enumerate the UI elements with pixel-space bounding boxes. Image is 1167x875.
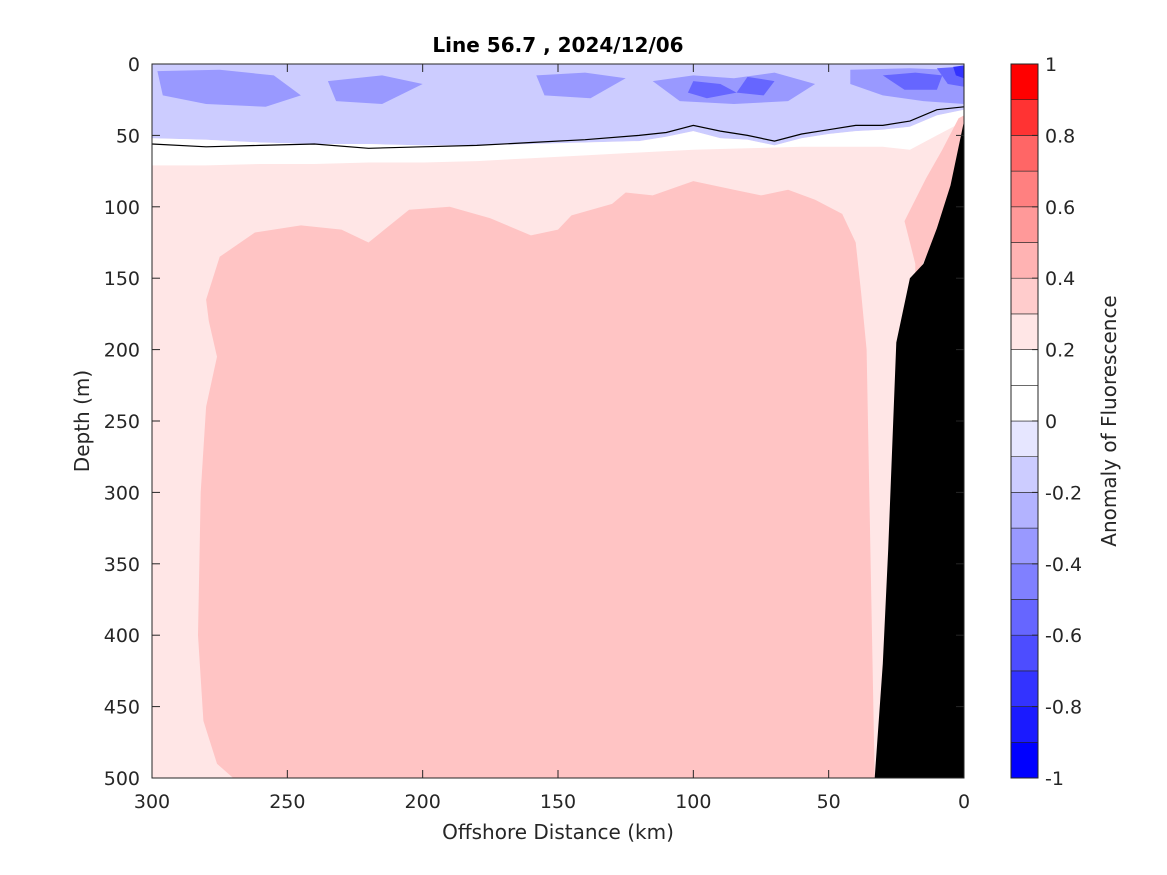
negative-patch-2 (327, 75, 423, 104)
axes: 300 250 200 150 100 50 00501001502002503003504… (104, 54, 970, 813)
colorbar-segment (1010, 206, 1039, 243)
colorbar-segment (1010, 170, 1039, 208)
x-tick-label: 300 (134, 791, 170, 813)
colorbar-segment (1010, 741, 1039, 779)
colorbar-segment (1010, 527, 1039, 565)
plot-area (152, 64, 964, 778)
colorbar-tick-label: -1 (1045, 768, 1064, 790)
colorbar-tick-label: -0.4 (1045, 554, 1082, 576)
y-tick-label: 250 (104, 411, 140, 433)
colorbar-segment (1010, 313, 1039, 350)
x-tick-label: 200 (405, 791, 441, 813)
y-tick-label: 500 (104, 768, 140, 790)
colorbar-tick-label: -0.8 (1045, 697, 1082, 719)
y-tick-label: 400 (104, 625, 140, 647)
colorbar-label: Anomaly of Fluorescence (1097, 295, 1121, 546)
negative-patch-3 (536, 72, 626, 99)
y-axis-label: Depth (m) (70, 370, 94, 472)
colorbar-tick-label: 0.4 (1045, 268, 1075, 290)
colorbar-tick-label: 0.6 (1045, 197, 1075, 219)
colorbar-segment (1010, 599, 1039, 636)
strongest-negative-patch (953, 65, 964, 79)
colorbar-segment (1010, 135, 1039, 172)
colorbar-segment (1010, 492, 1039, 529)
y-tick-label: 0 (128, 54, 140, 76)
colorbar-segment (1010, 349, 1039, 386)
colorbar-tick-label: 0.2 (1045, 340, 1075, 362)
seafloor (874, 121, 964, 778)
zero-band (152, 109, 964, 166)
y-tick-label: 50 (116, 125, 140, 147)
x-tick-label: 100 (675, 791, 711, 813)
x-tick-label: 250 (269, 791, 305, 813)
colorbar-segment (1010, 63, 1039, 101)
colorbar-segment (1010, 563, 1039, 600)
zero-contour-line (152, 106, 964, 149)
colorbar-segment (1010, 277, 1039, 315)
x-tick-label: 50 (817, 791, 841, 813)
colorbar-tick-label: 0.8 (1045, 125, 1075, 147)
colorbar-segment (1010, 242, 1039, 279)
x-tick-label: 150 (540, 791, 576, 813)
colorbar-tick-label: -0.2 (1045, 482, 1082, 504)
colorbar-segment (1010, 634, 1039, 672)
negative-patch-1 (157, 69, 301, 107)
colorbar-segment (1010, 420, 1039, 458)
x-axis-label: Offshore Distance (km) (442, 820, 674, 844)
y-tick-label: 350 (104, 554, 140, 576)
y-tick-label: 100 (104, 197, 140, 219)
chart-title: Line 56.7 , 2024/12/06 (432, 33, 683, 57)
colorbar-segment (1010, 670, 1039, 707)
strong-negative-patch-1 (687, 81, 737, 99)
y-tick-label: 150 (104, 268, 140, 290)
x-tick-label: 0 (958, 791, 970, 813)
colorbar-segment (1010, 99, 1039, 136)
colorbar: 1 0.8 0.6 0.4 0.2 0 -0.2 -0.4 -0.6 -0.8 -1 (1010, 54, 1082, 790)
slope-positive-region (896, 115, 964, 343)
core-positive-region (198, 181, 875, 778)
colorbar-tick-label: -0.6 (1045, 625, 1082, 647)
negative-patch-4 (652, 72, 816, 104)
colorbar-segment (1010, 384, 1039, 422)
colorbar-tick-label: 0 (1045, 411, 1057, 433)
colorbar-segment (1010, 456, 1039, 493)
y-tick-label: 300 (104, 482, 140, 504)
strong-negative-patch-3 (882, 72, 943, 90)
colorbar-tick-label: 1 (1045, 54, 1057, 76)
colorbar-segment (1010, 706, 1039, 743)
strong-negative-patch-2 (736, 76, 775, 96)
y-tick-label: 200 (104, 340, 140, 362)
y-tick-label: 450 (104, 697, 140, 719)
